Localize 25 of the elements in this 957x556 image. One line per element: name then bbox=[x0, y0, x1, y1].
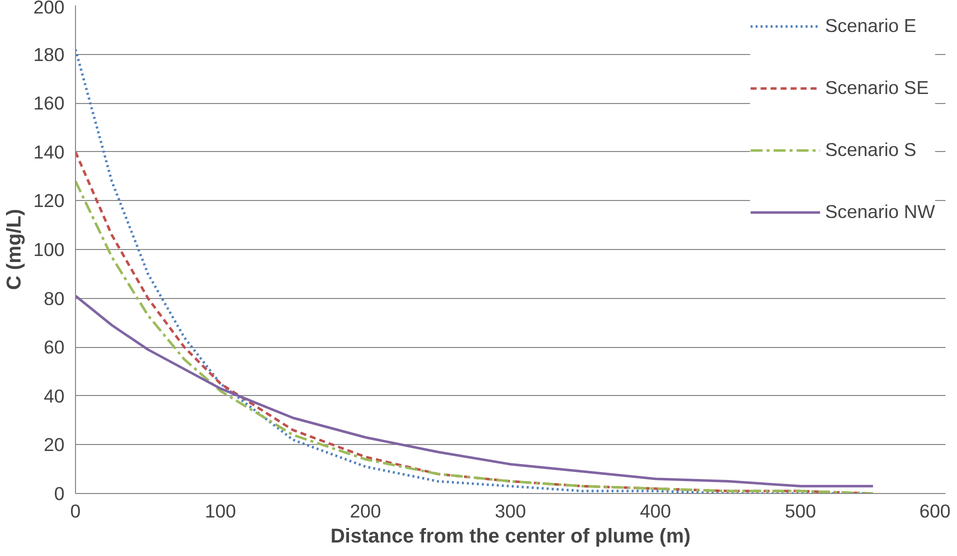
y-axis-title: C (mg/L) bbox=[3, 208, 26, 290]
x-tick-label: 600 bbox=[919, 500, 951, 522]
x-tick-label: 400 bbox=[640, 500, 672, 522]
legend-label: Scenario SE bbox=[825, 77, 929, 99]
x-tick-label: 0 bbox=[70, 500, 81, 522]
y-tick-label: 200 bbox=[33, 0, 65, 18]
y-tick-label: 140 bbox=[33, 141, 65, 162]
legend-label: Scenario E bbox=[825, 15, 916, 37]
y-tick-label: 160 bbox=[33, 92, 65, 114]
x-tick-label: 200 bbox=[350, 500, 382, 522]
x-tick-label: 500 bbox=[784, 500, 816, 522]
legend-label: Scenario NW bbox=[825, 201, 935, 223]
y-tick-label: 0 bbox=[54, 483, 65, 504]
y-tick-label: 20 bbox=[44, 434, 65, 456]
line-series bbox=[76, 294, 874, 488]
y-tick-label: 60 bbox=[44, 336, 65, 358]
y-tick-label: 120 bbox=[33, 190, 65, 212]
y-tick-label: 80 bbox=[44, 288, 65, 309]
legend-label: Scenario S bbox=[825, 139, 916, 161]
x-tick-label: 100 bbox=[204, 500, 236, 522]
y-tick-label: 180 bbox=[33, 44, 65, 65]
x-tick-label: 300 bbox=[494, 500, 526, 522]
y-tick-label: 40 bbox=[44, 385, 65, 406]
y-tick-label: 100 bbox=[33, 239, 65, 260]
x-axis-title: Distance from the center of plume (m) bbox=[330, 526, 691, 548]
